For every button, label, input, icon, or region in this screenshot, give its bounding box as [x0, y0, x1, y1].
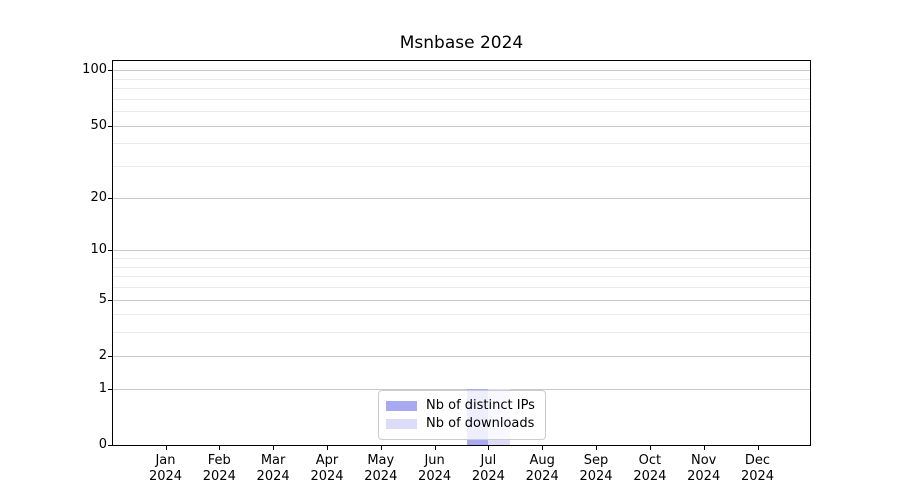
- major-gridline-10: [113, 250, 810, 252]
- major-gridline-2: [113, 355, 810, 357]
- major-gridline-100: [113, 70, 810, 72]
- x-tick-mark-may-2024: [380, 446, 382, 450]
- minor-gridline-90: [113, 78, 810, 80]
- legend-label-0: Nb of distinct IPs: [426, 398, 535, 413]
- minor-gridline-7: [113, 276, 810, 278]
- y-tick-mark-50: [108, 125, 112, 127]
- y-tick-label-20: 20: [90, 189, 107, 205]
- minor-gridline-60: [113, 111, 810, 113]
- legend-item-0: Nb of distinct IPs: [386, 398, 535, 414]
- major-gridline-1: [113, 388, 810, 390]
- y-tick-mark-100: [108, 70, 112, 72]
- legend-label-1: Nb of downloads: [426, 416, 535, 431]
- x-tick-label-feb-2024: Feb 2024: [202, 453, 236, 484]
- legend-item-1: Nb of downloads: [386, 416, 535, 432]
- x-tick-mark-oct-2024: [649, 446, 651, 450]
- x-tick-label-jul-2024: Jul 2024: [471, 453, 505, 484]
- y-tick-mark-10: [108, 250, 112, 252]
- x-tick-label-apr-2024: Apr 2024: [310, 453, 344, 484]
- plot-area: [112, 60, 811, 446]
- x-tick-mark-jun-2024: [434, 446, 436, 450]
- y-tick-mark-20: [108, 197, 112, 199]
- x-tick-label-may-2024: May 2024: [364, 453, 398, 484]
- minor-gridline-9: [113, 258, 810, 259]
- major-gridline-50: [113, 125, 810, 127]
- x-tick-mark-dec-2024: [757, 446, 759, 450]
- minor-gridline-4: [113, 314, 810, 316]
- y-tick-mark-2: [108, 355, 112, 357]
- major-gridline-5: [113, 299, 810, 301]
- x-tick-label-oct-2024: Oct 2024: [633, 453, 667, 484]
- minor-gridline-40: [113, 143, 810, 145]
- x-tick-label-jan-2024: Jan 2024: [148, 453, 183, 484]
- x-tick-mark-feb-2024: [219, 446, 221, 450]
- minor-gridline-80: [113, 88, 810, 89]
- y-tick-label-5: 5: [98, 291, 107, 307]
- minor-gridline-3: [113, 332, 810, 334]
- x-tick-label-sep-2024: Sep 2024: [579, 453, 613, 484]
- x-tick-label-mar-2024: Mar 2024: [256, 453, 290, 484]
- x-tick-label-dec-2024: Dec 2024: [740, 453, 775, 484]
- x-tick-mark-apr-2024: [327, 446, 328, 450]
- minor-gridline-8: [113, 266, 810, 268]
- y-tick-label-1: 1: [98, 380, 107, 396]
- x-tick-mark-jan-2024: [165, 446, 167, 450]
- y-tick-mark-5: [108, 299, 112, 301]
- x-tick-mark-sep-2024: [596, 446, 597, 450]
- x-tick-label-nov-2024: Nov 2024: [687, 453, 721, 484]
- y-tick-label-0: 0: [98, 437, 107, 452]
- y-tick-label-50: 50: [90, 117, 107, 133]
- legend-swatch-1: [386, 419, 417, 429]
- x-tick-mark-jul-2024: [488, 446, 490, 450]
- major-gridline-20: [113, 197, 810, 199]
- minor-gridline-30: [113, 166, 810, 168]
- minor-gridline-70: [113, 98, 810, 100]
- x-tick-mark-mar-2024: [273, 446, 275, 450]
- y-tick-label-10: 10: [90, 242, 107, 258]
- legend-swatch-0: [386, 401, 417, 411]
- y-tick-mark-1: [108, 388, 112, 390]
- chart-title: Msnbase 2024: [399, 33, 524, 53]
- legend: Nb of distinct IPs Nb of downloads: [378, 390, 546, 440]
- x-tick-label-aug-2024: Aug 2024: [525, 453, 559, 484]
- minor-gridline-6: [113, 286, 810, 288]
- x-tick-mark-aug-2024: [542, 446, 544, 450]
- y-tick-mark-0: [108, 445, 112, 446]
- y-tick-label-100: 100: [82, 62, 107, 78]
- y-tick-label-2: 2: [98, 347, 107, 363]
- x-tick-label-jun-2024: Jun 2024: [418, 453, 452, 484]
- x-tick-mark-nov-2024: [703, 446, 705, 450]
